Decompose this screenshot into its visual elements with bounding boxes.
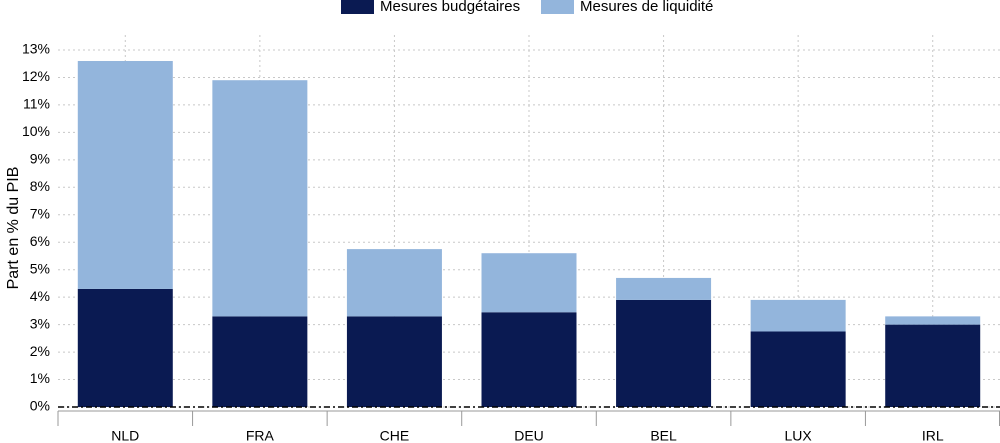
- y-tick-label: 2%: [30, 343, 50, 359]
- x-tick-label: BEL: [650, 428, 677, 443]
- y-tick-label: 8%: [30, 178, 50, 194]
- bar-segment: [212, 80, 308, 317]
- legend-swatch: [341, 0, 374, 14]
- bar-segment: [346, 249, 442, 317]
- y-tick-label: 5%: [30, 260, 50, 276]
- y-tick-label: 3%: [30, 315, 50, 331]
- bar-segment: [750, 299, 846, 332]
- y-tick-label: 0%: [30, 398, 50, 414]
- y-tick-label: 4%: [30, 288, 50, 304]
- bar-segment: [212, 316, 308, 407]
- bar-segment: [77, 60, 173, 289]
- y-tick-label: 7%: [30, 205, 50, 221]
- y-tick-label: 10%: [22, 123, 50, 139]
- bar-segment: [346, 316, 442, 407]
- bar-segment: [481, 312, 577, 407]
- legend-label: Mesures budgétaires: [380, 0, 520, 15]
- bar-segment: [77, 288, 173, 407]
- x-tick-label: LUX: [785, 428, 813, 443]
- y-tick-label: 11%: [23, 96, 50, 112]
- bar-segment: [616, 277, 712, 300]
- bar-segment: [885, 324, 981, 407]
- y-tick-label: 1%: [30, 370, 50, 386]
- y-tick-label: 6%: [30, 233, 50, 249]
- bar-segment: [750, 331, 846, 407]
- bar-segment: [481, 253, 577, 313]
- y-tick-label: 12%: [22, 68, 50, 84]
- legend-label: Mesures de liquidité: [580, 0, 713, 15]
- y-tick-label: 9%: [30, 151, 50, 167]
- x-tick-label: IRL: [922, 428, 944, 443]
- y-tick-label: 13%: [22, 41, 50, 57]
- y-axis-label: Part en % du PIB: [5, 167, 22, 290]
- x-tick-label: CHE: [380, 428, 410, 443]
- bar-segment: [885, 316, 981, 325]
- x-tick-label: FRA: [246, 428, 275, 443]
- bar-segment: [616, 299, 712, 407]
- legend-swatch: [541, 0, 574, 14]
- x-tick-label: DEU: [514, 428, 544, 443]
- x-tick-label: NLD: [111, 428, 139, 443]
